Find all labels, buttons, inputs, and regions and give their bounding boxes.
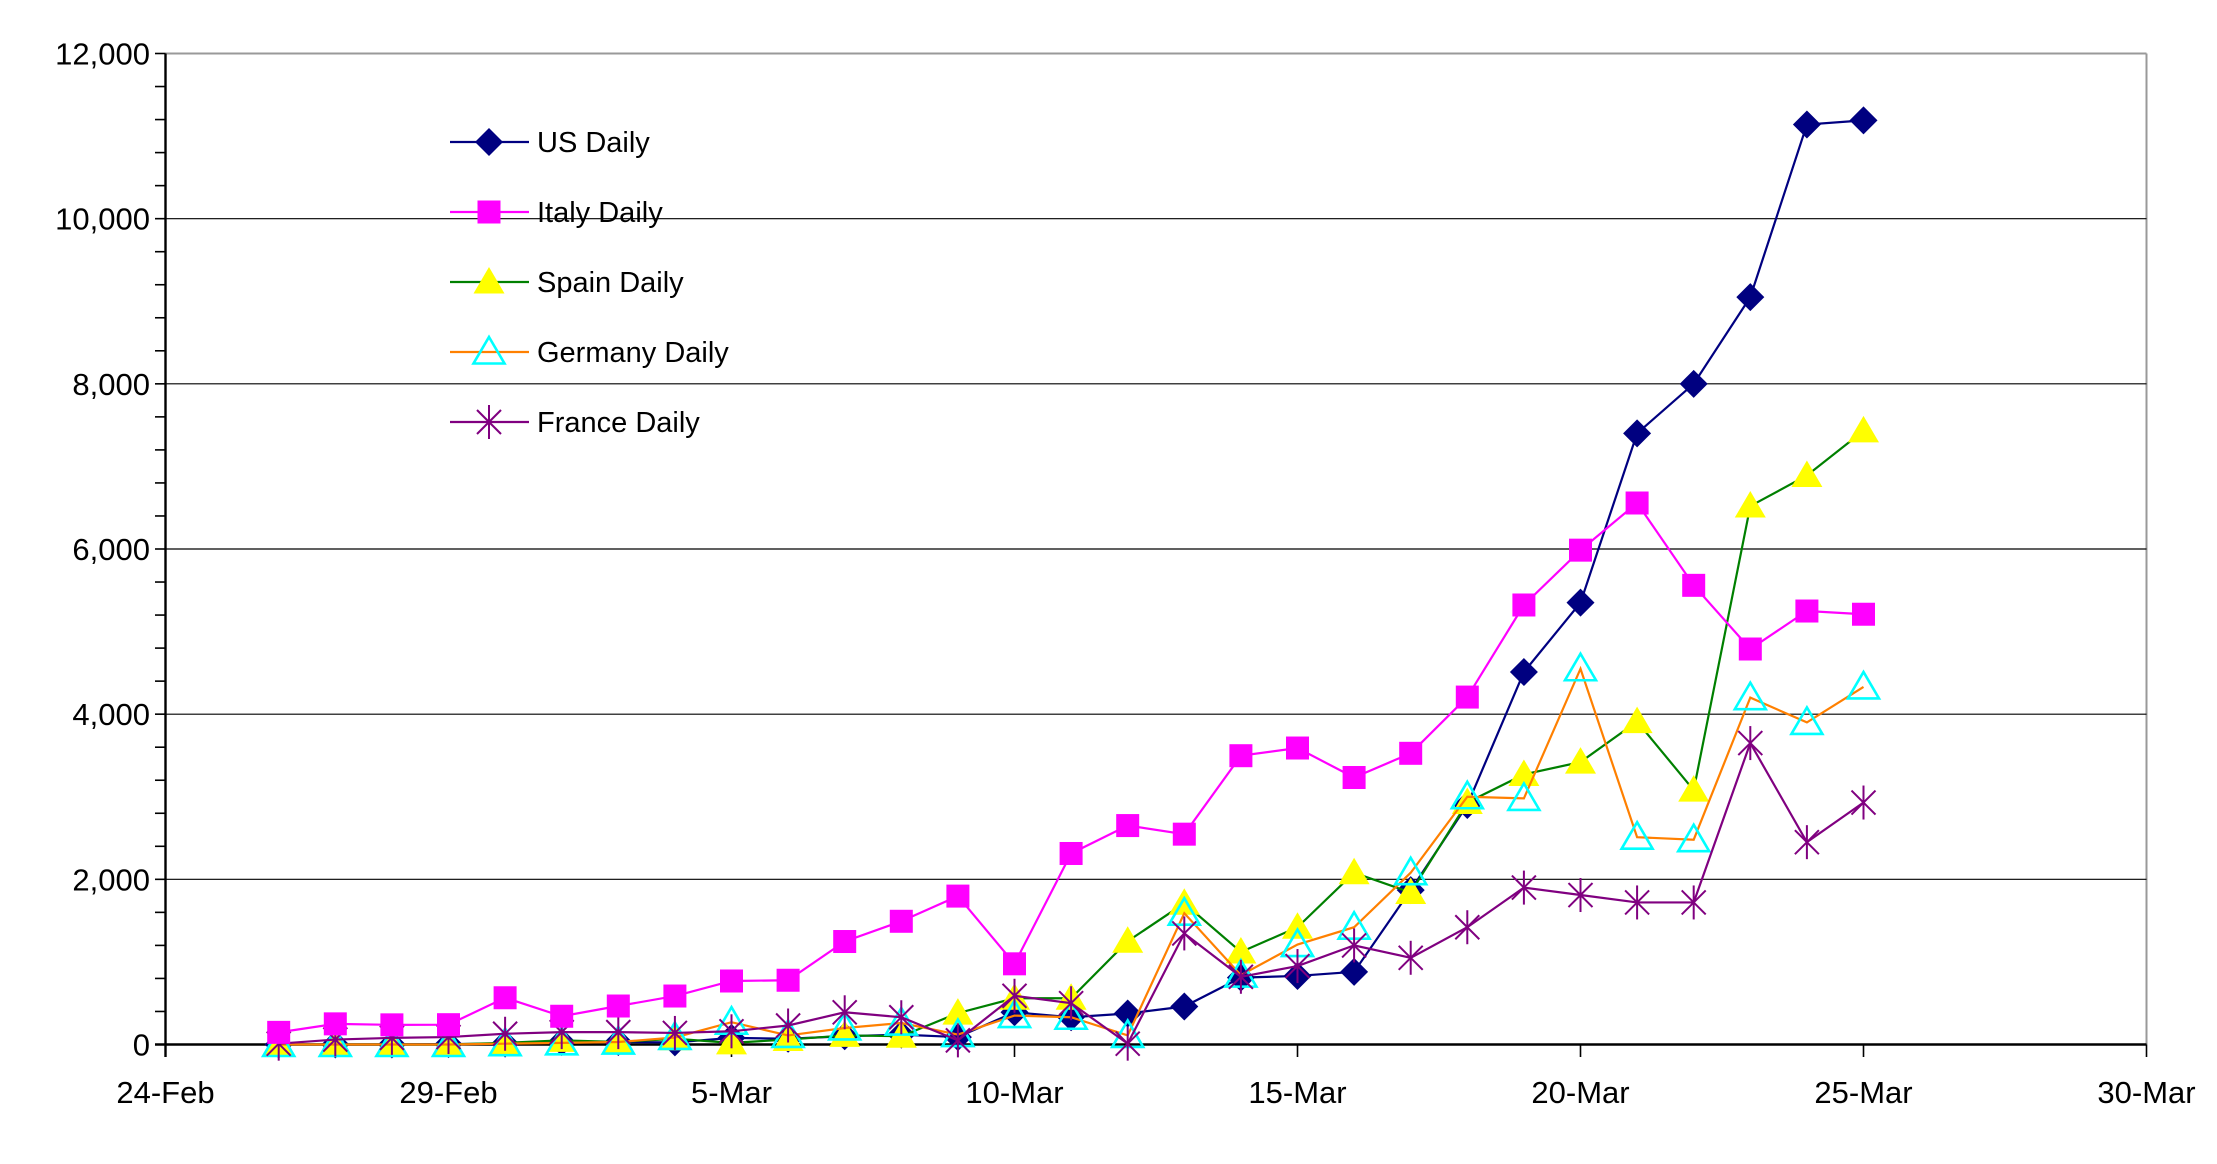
svg-text:10,000: 10,000 xyxy=(55,202,150,237)
svg-text:10-Mar: 10-Mar xyxy=(965,1075,1063,1110)
legend-label: France Daily xyxy=(537,407,700,439)
svg-text:5-Mar: 5-Mar xyxy=(691,1075,772,1110)
legend-item-italy-daily: Italy Daily xyxy=(450,197,663,229)
legend-label: Italy Daily xyxy=(537,197,663,229)
svg-text:29-Feb: 29-Feb xyxy=(399,1075,497,1110)
series-italy-daily xyxy=(267,491,1875,1044)
legend: US Daily Italy Daily Spain Daily Germany Da… xyxy=(450,127,729,439)
y-axis-labels: 0 2,000 4,000 6,000 8,000 10,000 12,000 xyxy=(55,37,150,1063)
svg-text:15-Mar: 15-Mar xyxy=(1248,1075,1346,1110)
svg-text:24-Feb: 24-Feb xyxy=(116,1075,214,1110)
series-france-daily xyxy=(265,726,1877,1061)
legend-item-spain-daily: Spain Daily xyxy=(450,267,684,299)
svg-text:25-Mar: 25-Mar xyxy=(1814,1075,1912,1110)
legend-item-france-daily: France Daily xyxy=(450,405,700,439)
legend-label: US Daily xyxy=(537,127,650,159)
svg-text:2,000: 2,000 xyxy=(72,862,150,897)
legend-label: Spain Daily xyxy=(537,267,684,299)
svg-text:12,000: 12,000 xyxy=(55,37,150,72)
x-axis-labels: 24-Feb 29-Feb 5-Mar 10-Mar 15-Mar 20-Mar 25-Ma… xyxy=(116,1075,2195,1110)
legend-item-us-daily: US Daily xyxy=(450,127,650,159)
svg-text:20-Mar: 20-Mar xyxy=(1531,1075,1629,1110)
svg-text:6,000: 6,000 xyxy=(72,532,150,567)
y-ticks xyxy=(155,52,166,1046)
legend-label: Germany Daily xyxy=(537,337,729,369)
svg-text:30-Mar: 30-Mar xyxy=(2097,1075,2195,1110)
svg-text:4,000: 4,000 xyxy=(72,697,150,732)
legend-item-germany-daily: Germany Daily xyxy=(450,334,729,369)
svg-text:0: 0 xyxy=(133,1028,150,1063)
svg-text:8,000: 8,000 xyxy=(72,367,150,402)
